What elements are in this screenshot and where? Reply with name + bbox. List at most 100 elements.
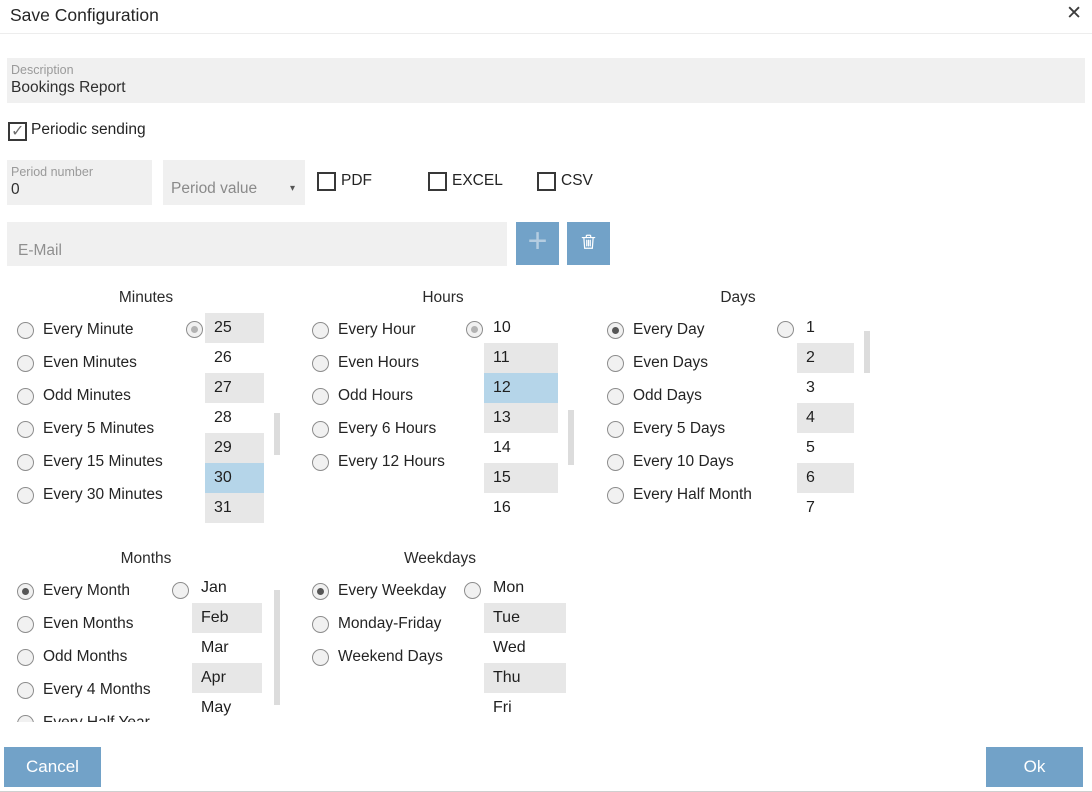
hours-scrollbar[interactable]	[568, 410, 574, 465]
radio-icon[interactable]	[607, 486, 624, 504]
radio-selected-icon[interactable]	[607, 321, 624, 339]
radio-icon[interactable]	[312, 615, 329, 633]
hours-option-every-12[interactable]: Every 12 Hours	[312, 452, 445, 472]
list-item[interactable]: Mar	[201, 639, 229, 656]
close-icon[interactable]: ✕	[1066, 3, 1082, 24]
radio-icon[interactable]	[17, 648, 34, 666]
weekdays-custom-radio[interactable]	[464, 582, 481, 599]
list-item[interactable]: 5	[806, 439, 815, 456]
ok-button[interactable]: Ok	[986, 747, 1083, 787]
delete-email-button[interactable]	[567, 222, 610, 265]
minutes-option-every-minute[interactable]: Every Minute	[17, 320, 133, 340]
description-field[interactable]: Description Bookings Report	[7, 58, 1085, 103]
list-item[interactable]: Feb	[192, 603, 262, 633]
radio-icon[interactable]	[17, 714, 34, 722]
list-item[interactable]: 13	[484, 403, 558, 433]
radio-icon[interactable]	[607, 387, 624, 405]
months-option-every-month[interactable]: Every Month	[17, 581, 130, 601]
list-item[interactable]: 6	[797, 463, 854, 493]
days-option-even-days[interactable]: Even Days	[607, 353, 708, 373]
list-item[interactable]: Tue	[484, 603, 566, 633]
days-option-every-half-month[interactable]: Every Half Month	[607, 485, 752, 505]
radio-selected-icon[interactable]	[17, 582, 34, 600]
add-email-button[interactable]: +	[516, 222, 559, 265]
radio-icon[interactable]	[312, 321, 329, 339]
list-item[interactable]: 7	[806, 499, 815, 516]
minutes-scrollbar[interactable]	[274, 413, 280, 455]
list-item[interactable]: 14	[493, 439, 511, 456]
list-item[interactable]: 2	[797, 343, 854, 373]
days-option-every-day[interactable]: Every Day	[607, 320, 705, 340]
days-scrollbar[interactable]	[864, 331, 870, 373]
list-item[interactable]: 1	[806, 319, 815, 336]
radio-icon[interactable]	[17, 486, 34, 504]
months-option-every-4[interactable]: Every 4 Months	[17, 680, 151, 700]
months-option-even-months[interactable]: Even Months	[17, 614, 133, 634]
radio-icon[interactable]	[17, 453, 34, 471]
minutes-option-even-minutes[interactable]: Even Minutes	[17, 353, 137, 373]
list-item[interactable]: Jan	[201, 579, 227, 596]
list-item[interactable]: May	[201, 699, 232, 716]
minutes-custom-radio[interactable]	[186, 321, 203, 338]
list-item[interactable]: 31	[205, 493, 264, 523]
months-option-every-half-year[interactable]: Every Half Year	[17, 713, 150, 722]
list-item-selected[interactable]: 12	[484, 373, 558, 403]
radio-icon[interactable]	[607, 420, 624, 438]
radio-icon[interactable]	[312, 420, 329, 438]
csv-checkbox[interactable]	[537, 172, 556, 191]
email-input[interactable]	[7, 222, 507, 266]
list-item[interactable]: Apr	[192, 663, 262, 693]
radio-icon[interactable]	[17, 354, 34, 372]
radio-icon[interactable]	[17, 615, 34, 633]
list-item[interactable]: 16	[493, 499, 511, 516]
list-item[interactable]: Wed	[493, 639, 526, 656]
months-option-odd-months[interactable]: Odd Months	[17, 647, 127, 667]
hours-custom-radio[interactable]	[466, 321, 483, 338]
radio-icon[interactable]	[312, 354, 329, 372]
weekdays-option-every-weekday[interactable]: Every Weekday	[312, 581, 446, 601]
days-option-every-10[interactable]: Every 10 Days	[607, 452, 734, 472]
list-item[interactable]: 15	[484, 463, 558, 493]
period-value-dropdown[interactable]: Period value ▾	[163, 160, 305, 205]
hours-option-every-hour[interactable]: Every Hour	[312, 320, 416, 340]
radio-icon[interactable]	[607, 354, 624, 372]
hours-option-even-hours[interactable]: Even Hours	[312, 353, 419, 373]
months-custom-radio[interactable]	[172, 582, 189, 599]
cancel-button[interactable]: Cancel	[4, 747, 101, 787]
radio-icon[interactable]	[312, 387, 329, 405]
radio-selected-icon[interactable]	[312, 582, 329, 600]
radio-icon[interactable]	[17, 387, 34, 405]
excel-checkbox[interactable]	[428, 172, 447, 191]
months-scrollbar[interactable]	[274, 590, 280, 705]
pdf-checkbox[interactable]	[317, 172, 336, 191]
days-option-odd-days[interactable]: Odd Days	[607, 386, 702, 406]
period-number-field[interactable]: Period number 0	[7, 160, 152, 205]
hours-option-odd-hours[interactable]: Odd Hours	[312, 386, 413, 406]
list-item[interactable]: 25	[205, 313, 264, 343]
list-item[interactable]: 26	[214, 349, 232, 366]
radio-icon[interactable]	[607, 453, 624, 471]
minutes-option-every-5[interactable]: Every 5 Minutes	[17, 419, 154, 439]
weekdays-option-monday-friday[interactable]: Monday-Friday	[312, 614, 441, 634]
list-item-selected[interactable]: 30	[205, 463, 264, 493]
list-item[interactable]: 28	[214, 409, 232, 426]
days-custom-radio[interactable]	[777, 321, 794, 338]
list-item[interactable]: Thu	[484, 663, 566, 693]
minutes-option-every-30[interactable]: Every 30 Minutes	[17, 485, 163, 505]
minutes-option-odd-minutes[interactable]: Odd Minutes	[17, 386, 131, 406]
minutes-option-every-15[interactable]: Every 15 Minutes	[17, 452, 163, 472]
hours-option-every-6[interactable]: Every 6 Hours	[312, 419, 436, 439]
radio-icon[interactable]	[312, 648, 329, 666]
list-item[interactable]: Fri	[493, 699, 512, 716]
list-item[interactable]: 10	[493, 319, 511, 336]
radio-icon[interactable]	[17, 321, 34, 339]
days-option-every-5[interactable]: Every 5 Days	[607, 419, 725, 439]
radio-icon[interactable]	[17, 420, 34, 438]
list-item[interactable]: 11	[484, 343, 558, 373]
radio-icon[interactable]	[17, 681, 34, 699]
weekdays-option-weekend-days[interactable]: Weekend Days	[312, 647, 443, 667]
list-item[interactable]: 4	[797, 403, 854, 433]
radio-icon[interactable]	[312, 453, 329, 471]
list-item[interactable]: Mon	[493, 579, 525, 596]
list-item[interactable]: 3	[806, 379, 815, 396]
